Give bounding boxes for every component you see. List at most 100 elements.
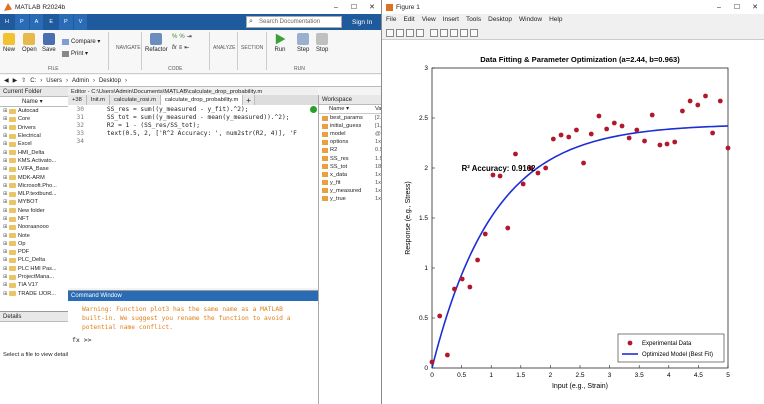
minimize-button[interactable]: –	[717, 3, 721, 11]
command-window[interactable]: Command Window Warning: Function plot3 h…	[68, 290, 318, 404]
new-figure-icon[interactable]	[386, 28, 394, 37]
code-line[interactable]: 34	[68, 137, 318, 145]
workspace-variable[interactable]: SS_res 1.5	[319, 154, 381, 162]
code-tools-2[interactable]: fx ≡ ⇤	[172, 44, 189, 52]
tab-plots[interactable]: P	[14, 14, 29, 30]
tab-apps[interactable]: A	[29, 14, 44, 30]
workspace-variable[interactable]: best_params [2.	[319, 114, 381, 122]
folder-item[interactable]: ⊞ MLP.textbund...	[0, 190, 68, 198]
analyze-group-label[interactable]: ANALYZE	[213, 45, 236, 51]
link-icon[interactable]	[460, 28, 468, 37]
step-button[interactable]: Step	[297, 33, 309, 53]
expand-plus-icon[interactable]: ⊞	[3, 199, 8, 206]
tab-home[interactable]: H	[0, 14, 14, 30]
insert-legend-icon[interactable]	[450, 28, 458, 37]
expand-plus-icon[interactable]: ⊞	[3, 240, 8, 247]
folder-item[interactable]: ⊞ Excel	[0, 140, 68, 148]
address-segment[interactable]: C:	[30, 77, 37, 84]
folder-item[interactable]: ⊞ Electrical	[0, 132, 68, 140]
code-line[interactable]: 31 SS_tot = sum((y_measured - mean(y_mea…	[68, 113, 318, 121]
back-icon[interactable]: ◀	[4, 78, 9, 84]
expand-plus-icon[interactable]: ⊞	[3, 290, 8, 297]
folder-item[interactable]: ⊞ HMI_Delta	[0, 148, 68, 156]
workspace-name-column[interactable]: Name ▾	[329, 106, 349, 112]
folder-item[interactable]: ⊞ New folder	[0, 207, 68, 215]
folder-item[interactable]: ⊞ LVIFA_Base	[0, 165, 68, 173]
code-analyzer-ok-icon[interactable]	[310, 106, 317, 113]
open-file-icon[interactable]	[396, 28, 404, 37]
folder-item[interactable]: ⊞ Nooraanooo	[0, 223, 68, 231]
folder-item[interactable]: ⊞ PDF	[0, 248, 68, 256]
code-editor[interactable]: 30 SS_res = sum((y_measured - y_fit).^2)…	[68, 105, 318, 288]
print-button[interactable]: Print ▾	[62, 50, 88, 57]
code-line[interactable]: 33 text(0.5, 2, ['R^2 Accuracy: ', num2s…	[68, 129, 318, 137]
sign-in-link[interactable]: Sign In	[352, 18, 373, 26]
folder-item[interactable]: ⊞ PLC HMI Pas...	[0, 265, 68, 273]
compare-button[interactable]: Compare ▾	[62, 38, 100, 45]
workspace-variable[interactable]: options 1x	[319, 138, 381, 146]
expand-plus-icon[interactable]: ⊞	[3, 108, 8, 115]
folder-item[interactable]: ⊞ Microsoft.Pho...	[0, 182, 68, 190]
expand-plus-icon[interactable]: ⊞	[3, 216, 8, 222]
menu-tools[interactable]: Tools	[465, 16, 482, 23]
section-group-label[interactable]: SECTION	[241, 45, 264, 51]
expand-plus-icon[interactable]: ⊞	[3, 141, 8, 148]
folder-item[interactable]: ⊞ Autocad	[0, 107, 68, 115]
workspace-variable[interactable]: R2 0.9	[319, 146, 381, 154]
folder-item[interactable]: ⊞ PLC_Delta	[0, 256, 68, 264]
folder-item[interactable]: ⊞ KMS.Activato...	[0, 157, 68, 165]
expand-plus-icon[interactable]: ⊞	[3, 124, 8, 131]
expand-plus-icon[interactable]: ⊞	[3, 274, 8, 281]
code-line[interactable]: 32 R2 = 1 - (SS_res/SS_tot);	[68, 121, 318, 129]
menu-insert[interactable]: Insert	[442, 16, 459, 23]
folder-item[interactable]: ⊞ TRADE IJOR...	[0, 290, 68, 298]
insert-colorbar-icon[interactable]	[440, 28, 448, 37]
menu-edit[interactable]: Edit	[403, 16, 415, 23]
maximize-button[interactable]: ☐	[733, 4, 741, 11]
editor-tab-calculate-rosi[interactable]: calculate_rosi.m	[110, 95, 161, 105]
workspace-variable[interactable]: x_data 1x	[319, 171, 381, 179]
run-button[interactable]: Run	[274, 33, 286, 53]
forward-icon[interactable]: ▶	[12, 78, 18, 84]
address-segment[interactable]: Desktop	[98, 77, 121, 84]
workspace-variable[interactable]: model @(	[319, 130, 381, 138]
code-tools[interactable]: %% ⇥	[172, 33, 192, 41]
close-button[interactable]: ✕	[369, 4, 375, 11]
expand-plus-icon[interactable]: ⊞	[3, 149, 8, 156]
folder-item[interactable]: ⊞ MYBOT	[0, 198, 68, 206]
search-documentation-input[interactable]: ⌕ Search Documentation	[246, 16, 342, 28]
folder-item[interactable]: ⊞ Note	[0, 231, 68, 239]
menu-file[interactable]: File	[386, 16, 397, 23]
menu-view[interactable]: View	[421, 16, 436, 23]
workspace-variable[interactable]: y_measured 1x	[319, 187, 381, 195]
tab-view[interactable]: V	[73, 14, 88, 30]
folder-item[interactable]: ⊞ NFT	[0, 215, 68, 223]
folder-item[interactable]: ⊞ Drivers	[0, 124, 68, 132]
print-figure-icon[interactable]	[416, 28, 424, 37]
expand-plus-icon[interactable]: ⊞	[3, 282, 8, 289]
folder-item[interactable]: ⊞ Core	[0, 115, 68, 123]
pointer-icon[interactable]	[430, 28, 438, 37]
address-bar[interactable]: ◀ ▶ ⇧ C: › Users › Admin › Desktop ›	[0, 75, 381, 87]
up-folder-icon[interactable]: ⇧	[21, 78, 27, 84]
editor-tab-calculate-drop-probability[interactable]: calculate_drop_probability.m	[160, 95, 244, 105]
expand-plus-icon[interactable]: ⊞	[3, 257, 8, 264]
expand-plus-icon[interactable]: ⊞	[3, 207, 8, 214]
save-button[interactable]: Save	[42, 33, 56, 53]
expand-plus-icon[interactable]: ⊞	[3, 166, 8, 173]
workspace-variable[interactable]: initial_guess [1,	[319, 122, 381, 130]
minimize-button[interactable]: –	[334, 3, 338, 11]
save-figure-icon[interactable]	[406, 28, 414, 37]
menu-window[interactable]: Window	[518, 16, 543, 23]
tab-editor[interactable]: E	[44, 14, 58, 30]
folder-item[interactable]: ⊞ MDK-ARM	[0, 173, 68, 181]
code-line[interactable]: 30 SS_res = sum((y_measured - y_fit).^2)…	[68, 105, 318, 113]
expand-plus-icon[interactable]: ⊞	[3, 249, 8, 256]
address-segment[interactable]: Users	[46, 77, 62, 84]
address-segment[interactable]: Admin	[71, 77, 89, 84]
stop-button[interactable]: Stop	[316, 33, 328, 53]
navigate-group-label[interactable]: NAVIGATE	[116, 45, 141, 51]
refactor-button[interactable]: Refactor	[145, 33, 168, 53]
expand-plus-icon[interactable]: ⊞	[3, 232, 8, 239]
workspace-variable[interactable]: y_true 1x	[319, 195, 381, 203]
